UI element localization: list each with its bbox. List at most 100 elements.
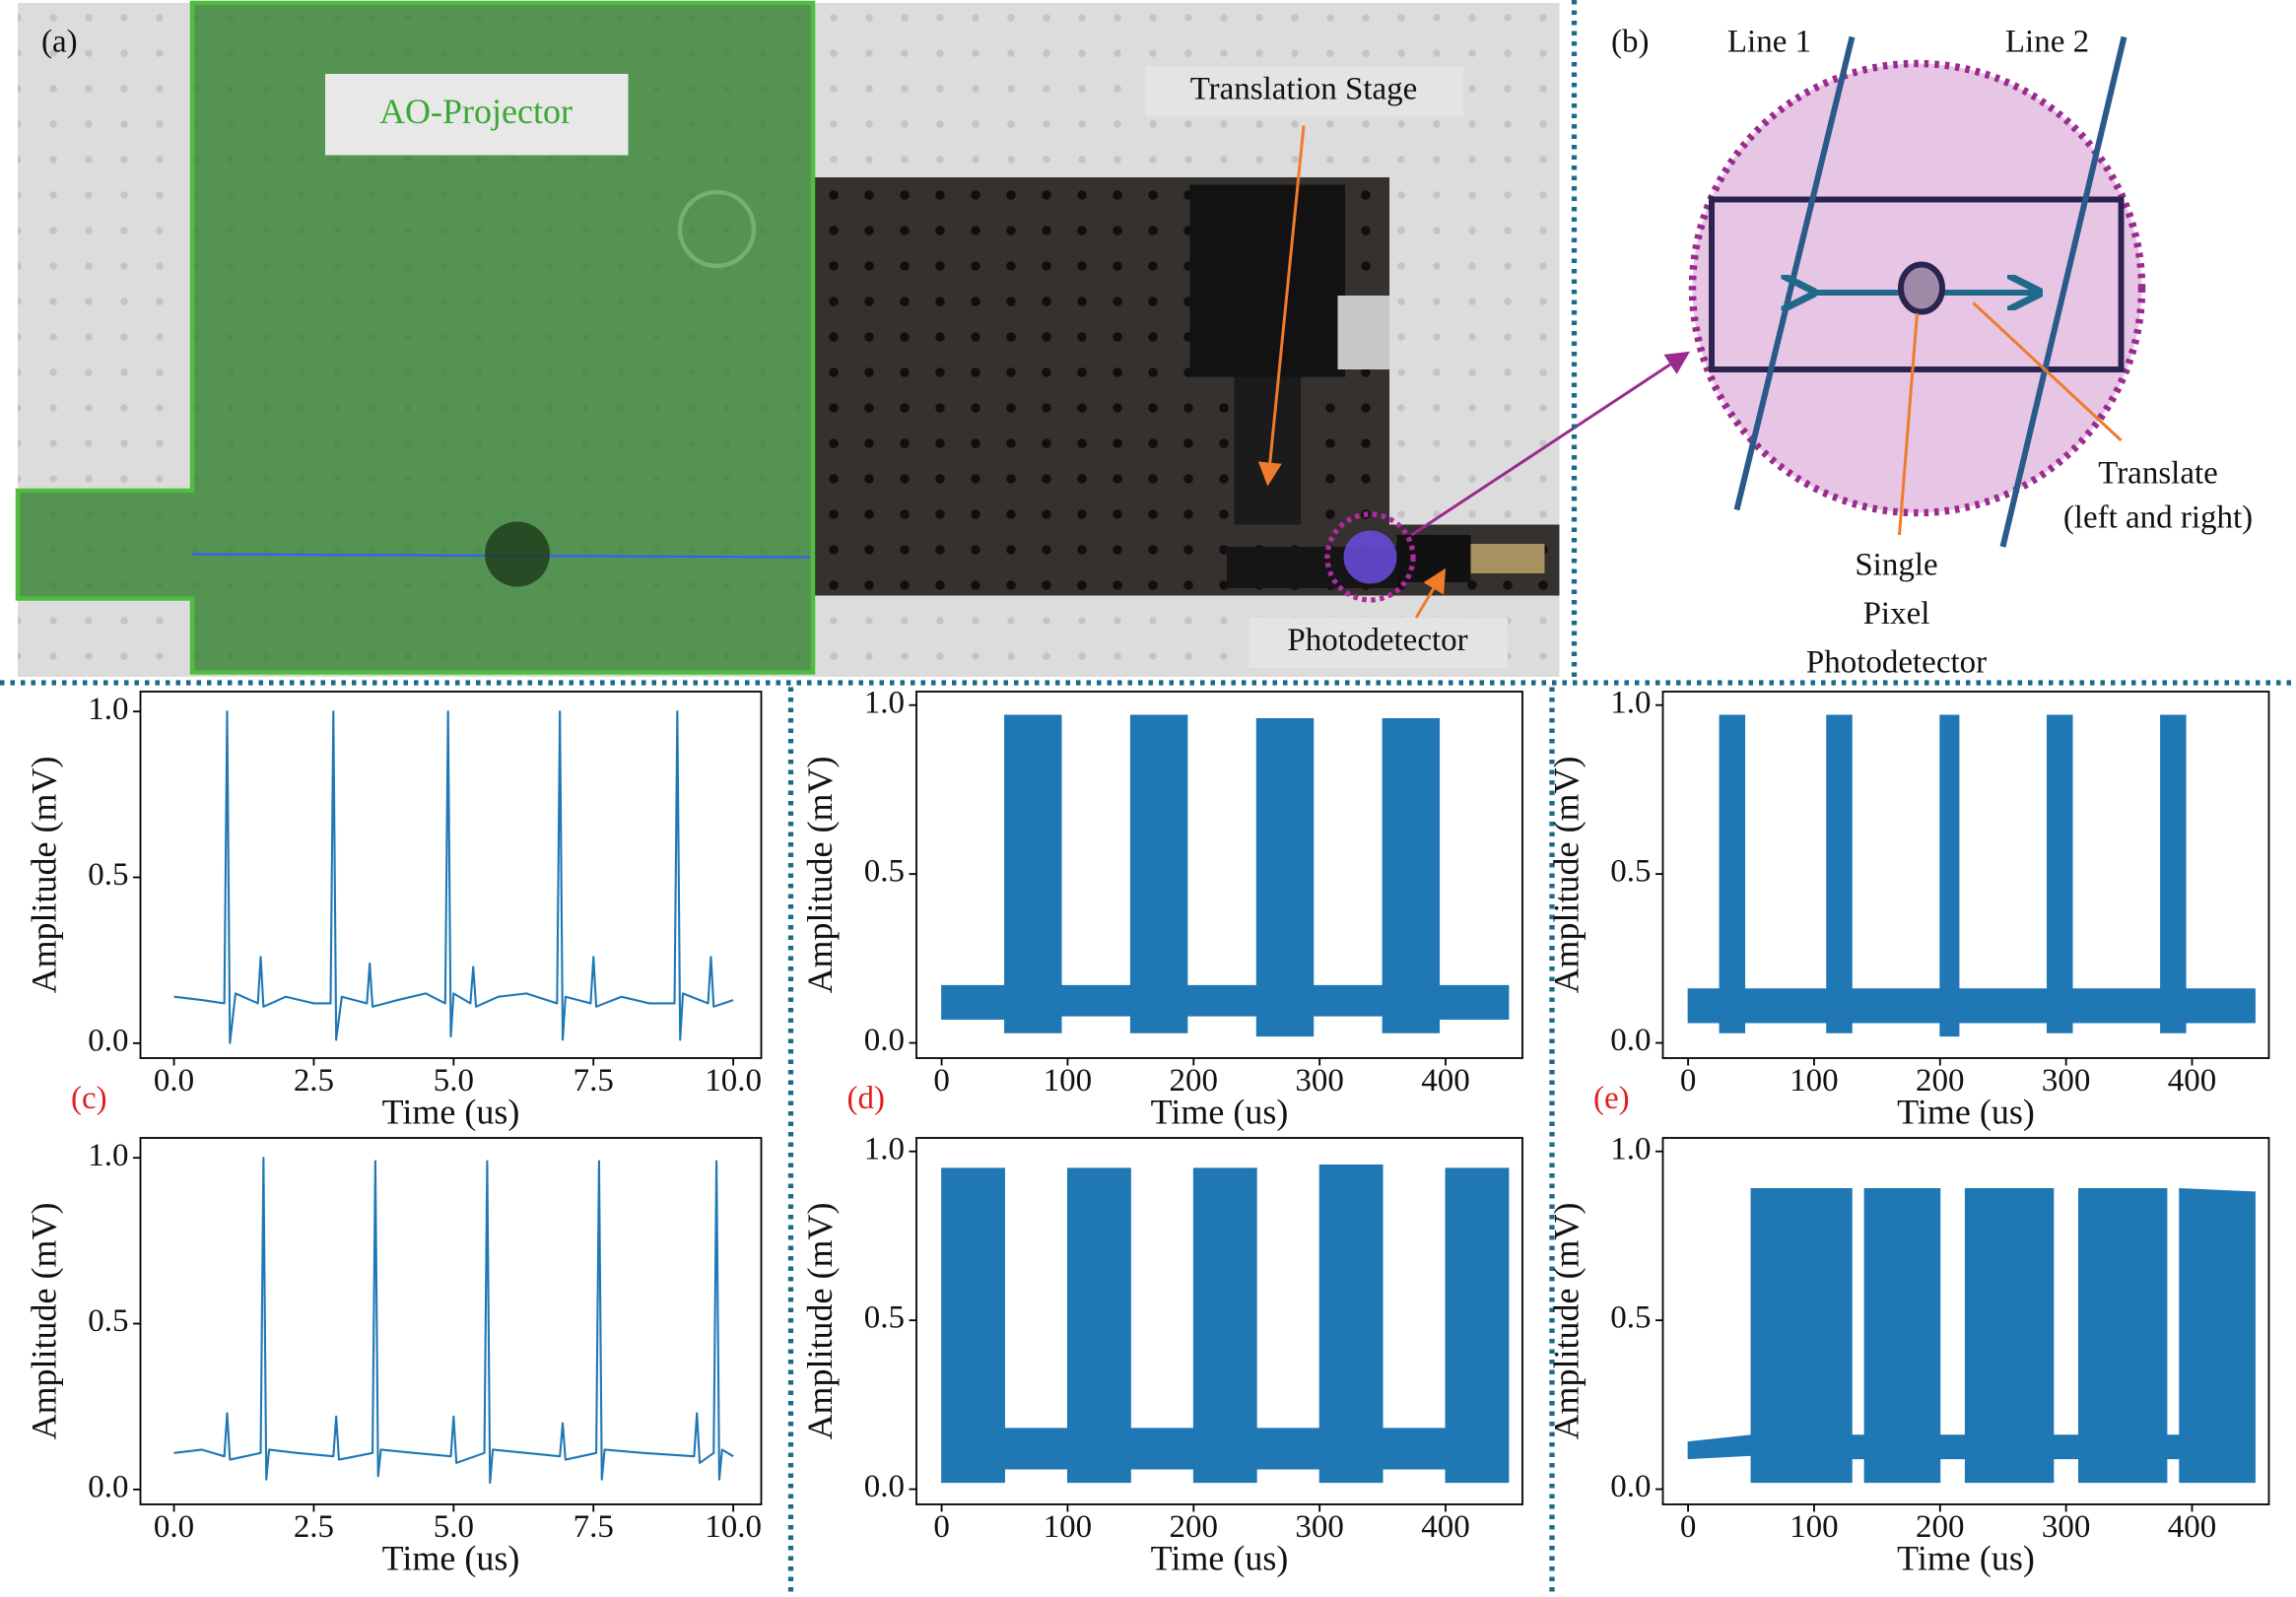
- signal-envelope: [1255, 1428, 1320, 1470]
- x-axis-label: Time (us): [1897, 1539, 2035, 1578]
- x-tick-label: 200: [1916, 1063, 1964, 1098]
- signal-envelope: [1004, 714, 1062, 1033]
- stage-knob: [1337, 295, 1390, 369]
- line-label: Line 1: [1727, 25, 1811, 60]
- y-tick-label: 0.0: [864, 1469, 905, 1504]
- label-box: [1249, 617, 1509, 668]
- axes-frame: [139, 691, 763, 1059]
- signal-envelope: [2053, 1434, 2079, 1460]
- projected-line: [1733, 35, 1856, 511]
- signal-envelope: [1687, 988, 1721, 1024]
- y-tick-label: 0.5: [88, 857, 128, 893]
- detector-label: Photodetector: [1806, 645, 1987, 681]
- x-tick-label: 0.0: [154, 1063, 194, 1098]
- signal-envelope: [1066, 1167, 1131, 1484]
- charts: 0.0 2.5 5.0 7.5 10.0 0.0 0.5 1.0 Time (us) Amplit…: [24, 685, 2270, 1578]
- chart: 0 100 200 300 400 0.0 0.5 1.0 Time (us) Amplitude…: [800, 685, 1523, 1132]
- y-axis-label: Amplitude (mV): [24, 757, 63, 994]
- x-tick-label: 10.0: [705, 1509, 762, 1545]
- panel-label: (e): [1593, 1081, 1630, 1116]
- x-axis-label: Time (us): [1897, 1093, 2035, 1132]
- y-tick-label: 1.0: [864, 685, 905, 720]
- signal-envelope: [1439, 984, 1510, 1021]
- photo-panel: AO-Projector (a) Translation Stage Photo…: [15, 0, 1691, 677]
- detector-label: Single: [1855, 548, 1937, 583]
- line-label: Line 2: [2005, 25, 2089, 60]
- signal-envelope: [2166, 1434, 2181, 1460]
- panel-label: (a): [41, 25, 78, 60]
- detector-label: Photodetector: [1287, 623, 1467, 658]
- y-axis-label: Amplitude (mV): [800, 1203, 840, 1440]
- label-box: [1145, 66, 1464, 117]
- signal-envelope: [2179, 1187, 2256, 1484]
- projected-line: [1999, 35, 2127, 548]
- x-tick-label: 300: [1295, 1063, 1343, 1098]
- signal-envelope: [1687, 1434, 1752, 1460]
- signal-envelope: [1129, 714, 1188, 1033]
- signal-envelope: [2160, 714, 2187, 1033]
- signal-envelope: [1750, 1187, 1853, 1484]
- zoom-arrow: [1410, 351, 1691, 537]
- pointer: [1972, 301, 2123, 442]
- detector-glow: [1343, 530, 1397, 584]
- y-tick-label: 0.0: [1610, 1469, 1651, 1504]
- signal-envelope: [1826, 714, 1853, 1033]
- detector-connector: [1470, 543, 1545, 573]
- x-axis-label: Time (us): [1151, 1539, 1289, 1578]
- stage-post: [1234, 376, 1302, 525]
- signal-envelope: [1851, 988, 1941, 1024]
- pointer: [1257, 125, 1306, 487]
- y-tick-label: 0.5: [1610, 1300, 1651, 1336]
- signal-envelope: [1851, 1434, 1865, 1460]
- x-tick-label: 300: [2042, 1063, 2090, 1098]
- panel-label: (b): [1611, 25, 1649, 60]
- ao-label: AO-Projector: [379, 92, 573, 131]
- signal-envelope: [1255, 717, 1315, 1037]
- y-axis-label: Amplitude (mV): [1546, 757, 1586, 994]
- x-tick-label: 400: [1421, 1063, 1469, 1098]
- x-tick-label: 200: [1170, 1063, 1218, 1098]
- signal-envelope: [1964, 1187, 2055, 1484]
- y-tick-label: 0.0: [88, 1023, 128, 1058]
- signal-envelope: [1958, 988, 2048, 1024]
- x-tick-label: 5.0: [434, 1509, 474, 1545]
- signal-envelope: [1318, 1164, 1384, 1484]
- y-tick-label: 1.0: [88, 692, 128, 727]
- optic: [485, 521, 551, 587]
- detector-area: [1709, 196, 2125, 372]
- x-tick-label: 300: [2042, 1509, 2090, 1545]
- translate-label: Translate: [2098, 456, 2218, 492]
- signal-envelope: [1863, 1187, 1941, 1484]
- panel-label: (d): [847, 1081, 885, 1116]
- signal-envelope: [2185, 988, 2256, 1024]
- signal-envelope: [941, 1167, 1005, 1484]
- signal-envelope: [1382, 717, 1441, 1033]
- signal-envelope: [1744, 988, 1828, 1024]
- y-tick-label: 1.0: [1610, 1131, 1651, 1166]
- x-tick-label: 0: [1680, 1509, 1697, 1545]
- pointer: [1414, 567, 1447, 619]
- x-tick-label: 100: [1790, 1509, 1838, 1545]
- x-tick-label: 100: [1044, 1509, 1092, 1545]
- signal-envelope: [2071, 988, 2161, 1024]
- label-box: [325, 73, 629, 156]
- y-tick-label: 0.0: [864, 1023, 905, 1058]
- signal-envelope: [1382, 1428, 1447, 1470]
- x-tick-label: 7.5: [574, 1063, 614, 1098]
- signal-envelope: [1313, 984, 1384, 1017]
- signal-envelope: [1129, 1428, 1194, 1470]
- panel-label: (c): [71, 1081, 107, 1116]
- x-tick-label: 0: [1680, 1063, 1697, 1098]
- x-tick-label: 10.0: [705, 1063, 762, 1098]
- y-tick-label: 1.0: [864, 1131, 905, 1166]
- x-tick-label: 200: [1916, 1509, 1964, 1545]
- y-tick-label: 0.5: [1610, 854, 1651, 890]
- y-tick-label: 0.5: [864, 1300, 905, 1336]
- signal-envelope: [1004, 1428, 1068, 1470]
- stage-body: [1189, 184, 1346, 377]
- table-holes: [1389, 176, 1560, 525]
- single-pixel: [1898, 261, 1946, 315]
